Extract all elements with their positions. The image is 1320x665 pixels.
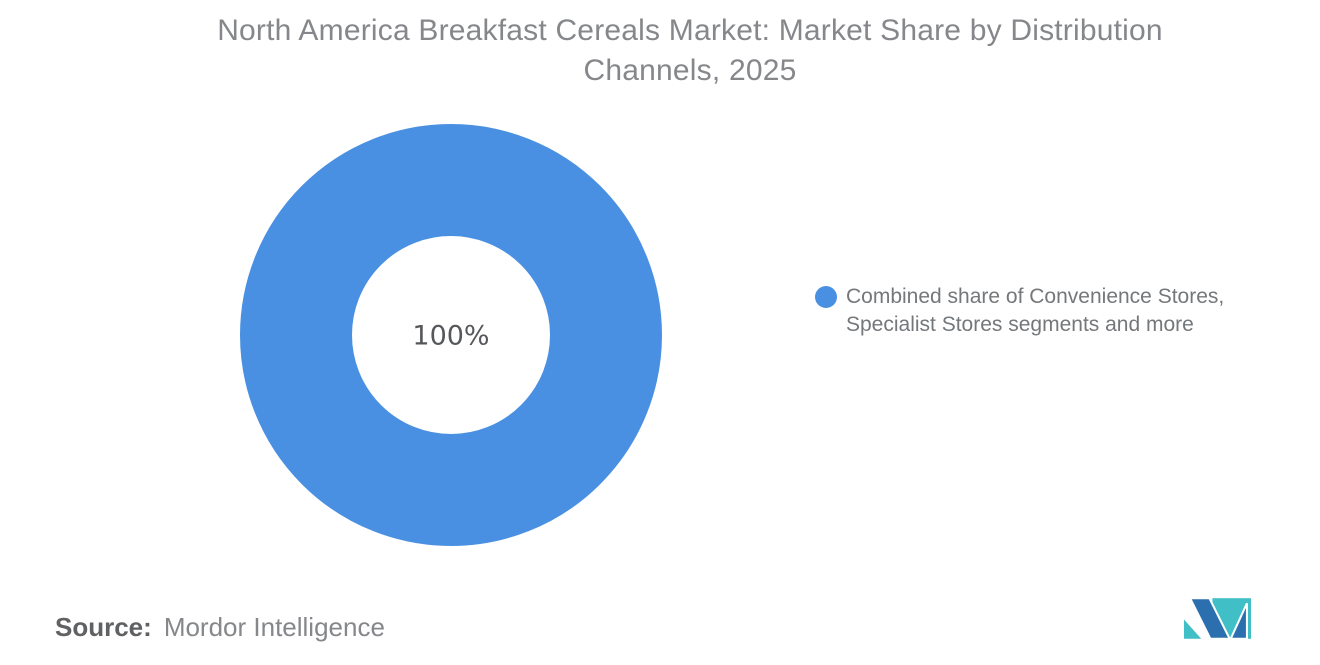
chart-title: North America Breakfast Cereals Market: … — [50, 11, 1320, 91]
legend-marker-circle — [815, 286, 837, 308]
mordor-intelligence-logo — [1184, 598, 1251, 639]
legend-marker-icon[interactable] — [815, 286, 837, 308]
source-label: Source: — [55, 612, 152, 642]
logo-right-triangle — [1229, 602, 1248, 639]
legend-item-label[interactable]: Combined share of Convenience Stores, Sp… — [846, 285, 1225, 336]
donut-chart — [240, 124, 662, 546]
source-line: Source: Mordor Intelligence — [55, 611, 385, 643]
donut-segment[interactable] — [240, 124, 662, 546]
source-value: Mordor Intelligence — [163, 612, 385, 642]
donut-center-label: 100% — [412, 320, 490, 352]
logo-left-triangle — [1184, 619, 1202, 639]
chart-title-line1: North America Breakfast Cereals Market: … — [217, 14, 1163, 47]
legend: Combined share of Convenience Stores, Sp… — [815, 285, 1258, 339]
chart-title-line2: Channels, 2025 — [583, 54, 797, 87]
